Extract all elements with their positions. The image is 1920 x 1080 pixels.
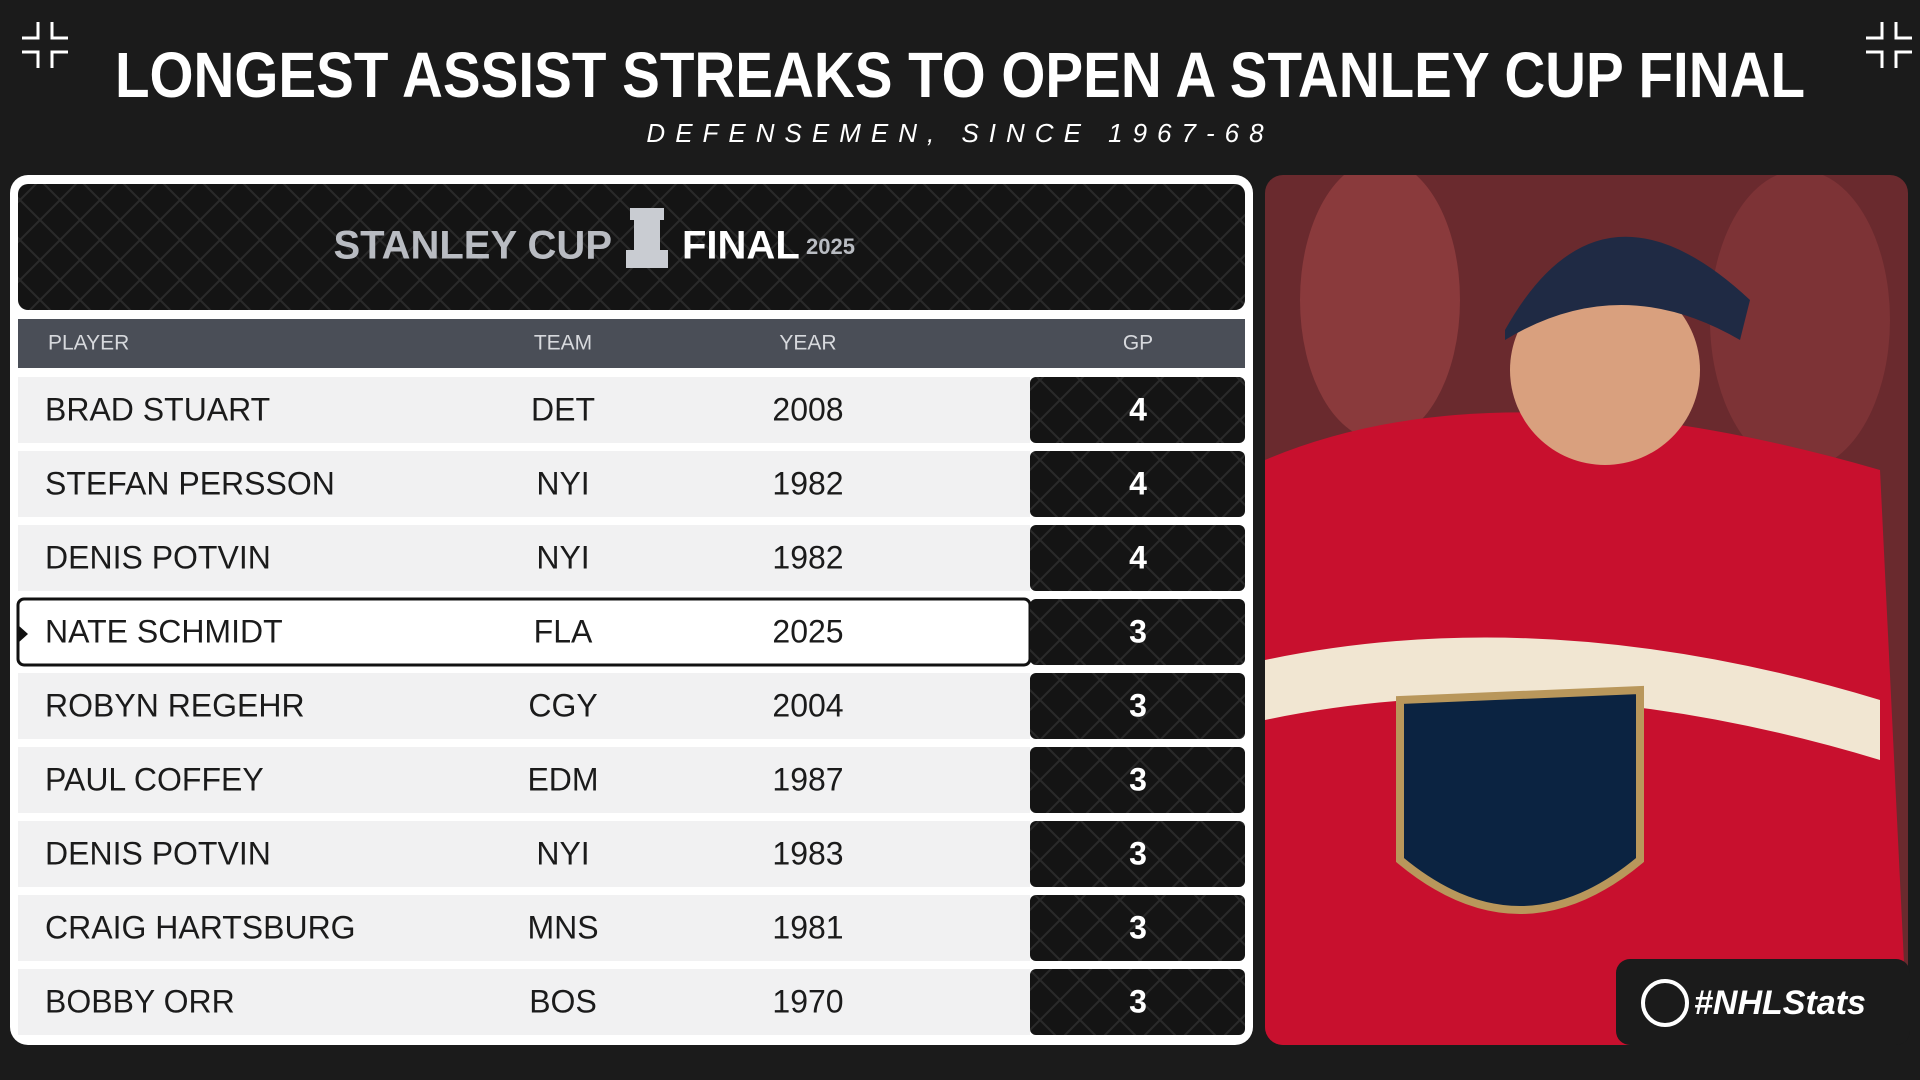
cell: DET [531, 391, 595, 427]
row-bg [18, 969, 1030, 1035]
row-bg [18, 525, 1030, 591]
cell: MNS [527, 909, 598, 945]
cell: 1982 [772, 539, 843, 575]
cell: NYI [536, 465, 589, 501]
cell: ROBYN REGEHR [45, 687, 305, 723]
gp-cell [1030, 525, 1245, 591]
row-bg [18, 673, 1030, 739]
logo-left: STANLEY CUP [333, 224, 612, 268]
header-row [18, 319, 1245, 368]
cell: DENIS POTVIN [45, 835, 271, 871]
cell: 1982 [772, 465, 843, 501]
badge-box [1616, 959, 1910, 1045]
badge-text: #NHLStats [1694, 984, 1866, 1022]
gp-cell [1030, 821, 1245, 887]
cell: 1983 [772, 835, 843, 871]
gp-cell [1030, 969, 1245, 1035]
cell: 2008 [772, 391, 843, 427]
row-marker [18, 625, 28, 643]
cell: BRAD STUART [45, 391, 270, 427]
row-bg [18, 451, 1030, 517]
gp-cell [1030, 599, 1245, 665]
logo-right: FINAL [682, 224, 800, 268]
row-bg [18, 747, 1030, 813]
column-header: TEAM [534, 332, 592, 355]
gp-value: 3 [1129, 909, 1147, 945]
cell: PAUL COFFEY [45, 761, 264, 797]
column-header: PLAYER [48, 332, 129, 355]
gp-value: 4 [1129, 465, 1147, 501]
cell: 2004 [772, 687, 843, 723]
corner-icon [22, 22, 1912, 68]
gp-value: 3 [1129, 761, 1147, 797]
cell: 2025 [772, 613, 843, 649]
cell: FLA [534, 613, 593, 649]
row-bg [18, 895, 1030, 961]
column-header: GP [1123, 332, 1153, 355]
cell: 1981 [772, 909, 843, 945]
logo-area [18, 184, 1245, 310]
row-bg [18, 377, 1030, 443]
cell: NYI [536, 835, 589, 871]
cell: CGY [528, 687, 597, 723]
gp-cell [1030, 895, 1245, 961]
subtitle: DEFENSEMEN, SINCE 1967-68 [646, 118, 1273, 148]
cell: STEFAN PERSSON [45, 465, 335, 501]
gp-value: 3 [1129, 687, 1147, 723]
cell: EDM [527, 761, 598, 797]
gp-cell [1030, 451, 1245, 517]
cell: NYI [536, 539, 589, 575]
gp-value: 4 [1129, 391, 1147, 427]
cell: 1987 [772, 761, 843, 797]
cell: 1970 [772, 983, 843, 1019]
player-photo [1265, 175, 1908, 1045]
gp-cell [1030, 377, 1245, 443]
cell: DENIS POTVIN [45, 539, 271, 575]
cell: CRAIG HARTSBURG [45, 909, 356, 945]
gp-cell [1030, 747, 1245, 813]
title: LONGEST ASSIST STREAKS TO OPEN A STANLEY… [115, 39, 1805, 111]
cell: NATE SCHMIDT [45, 613, 283, 649]
logo-year: 2025 [806, 234, 855, 259]
gp-value: 3 [1129, 835, 1147, 871]
column-header: YEAR [779, 332, 836, 355]
cell: BOBBY ORR [45, 983, 235, 1019]
nhl-logo [1641, 979, 1689, 1027]
row-bg [18, 821, 1030, 887]
cup-icon [626, 208, 668, 268]
gp-value: 4 [1129, 539, 1147, 575]
cell: BOS [529, 983, 597, 1019]
gp-value: 3 [1129, 613, 1147, 649]
gp-cell [1030, 673, 1245, 739]
gp-value: 3 [1129, 983, 1147, 1019]
